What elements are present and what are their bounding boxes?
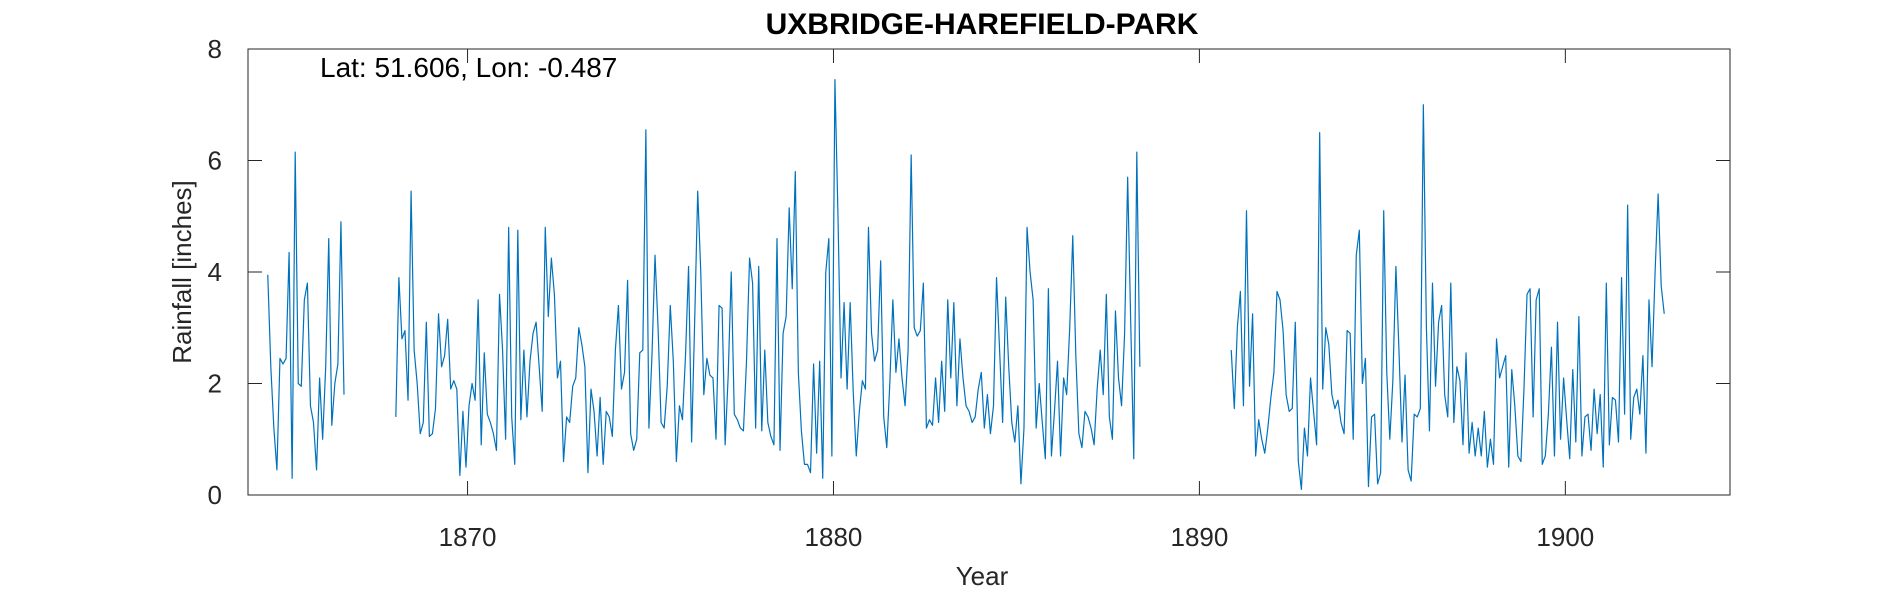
x-tick-label: 1890 (1170, 522, 1228, 552)
location-annotation: Lat: 51.606, Lon: -0.487 (320, 52, 617, 83)
x-axis: 1870 1880 1890 1900 (439, 49, 1594, 552)
y-tick-label: 2 (208, 369, 222, 399)
y-axis-label: Rainfall [inches] (167, 180, 197, 364)
rainfall-line-segment (395, 79, 1141, 485)
y-tick-label: 8 (208, 34, 222, 64)
x-tick-label: 1880 (805, 522, 863, 552)
rainfall-line-segment (1230, 104, 1665, 491)
x-tick-label: 1870 (439, 522, 497, 552)
y-tick-label: 0 (208, 480, 222, 510)
rainfall-line-segment (267, 151, 345, 479)
y-tick-label: 4 (208, 257, 222, 287)
y-tick-label: 6 (208, 146, 222, 176)
y-axis: 0 2 4 6 8 (208, 34, 1730, 510)
rainfall-series (267, 79, 1665, 491)
x-tick-label: 1900 (1536, 522, 1594, 552)
chart-title: UXBRIDGE-HAREFIELD-PARK (766, 8, 1199, 41)
x-axis-label: Year (956, 561, 1009, 591)
